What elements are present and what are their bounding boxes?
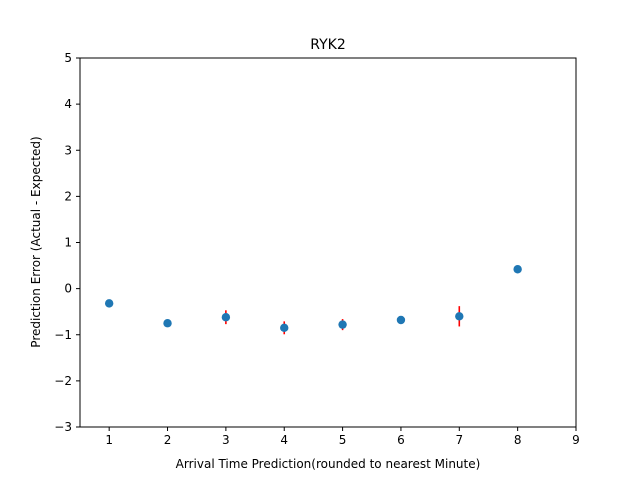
- x-tick-label: 8: [514, 433, 522, 447]
- data-point: [163, 319, 172, 328]
- y-tick-label: −1: [54, 328, 72, 342]
- y-tick-label: 2: [64, 189, 72, 203]
- chart-title: RYK2: [310, 37, 345, 53]
- x-tick-label: 4: [280, 433, 288, 447]
- x-tick-label: 6: [397, 433, 405, 447]
- x-tick-label: 7: [455, 433, 463, 447]
- x-axis-ticks: 1 2 3 4 5 6 7 8 9: [105, 427, 580, 447]
- y-tick-label: −2: [54, 374, 72, 388]
- y-tick-label: 4: [64, 97, 72, 111]
- y-tick-label: 3: [64, 143, 72, 157]
- x-tick-label: 3: [222, 433, 230, 447]
- y-axis-label: Prediction Error (Actual - Expected): [29, 136, 43, 347]
- data-point: [338, 320, 347, 329]
- data-point: [455, 312, 464, 321]
- y-axis-ticks: −3 −2 −1 0 1 2 3 4 5: [54, 51, 80, 434]
- y-tick-label: 0: [64, 282, 72, 296]
- data-point: [280, 323, 289, 333]
- x-tick-label: 2: [164, 433, 172, 447]
- x-tick-label: 9: [572, 433, 580, 447]
- y-tick-label: −3: [54, 420, 72, 434]
- x-axis-label: Arrival Time Prediction(rounded to neare…: [176, 457, 481, 471]
- data-point: [104, 299, 114, 308]
- x-tick-label: 1: [105, 433, 113, 447]
- x-tick-label: 5: [339, 433, 347, 447]
- data-point: [396, 315, 406, 325]
- y-tick-label: 5: [64, 51, 72, 65]
- data-point: [513, 265, 522, 274]
- y-tick-label: 1: [64, 236, 72, 250]
- data-point: [221, 313, 231, 322]
- data-points: [104, 265, 522, 333]
